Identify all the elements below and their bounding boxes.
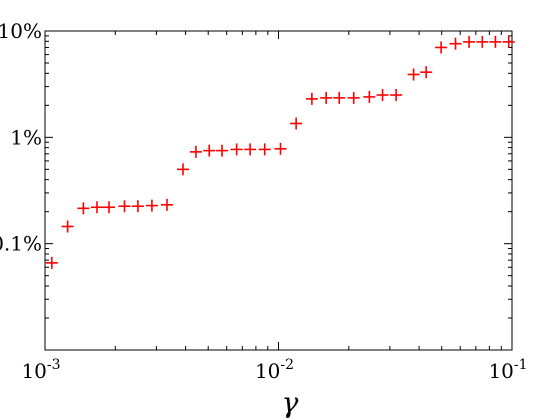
data-point (103, 201, 116, 214)
data-point (230, 143, 243, 156)
data-point (258, 143, 271, 156)
data-point (61, 220, 74, 233)
data-point (502, 35, 515, 48)
data-point (449, 37, 462, 50)
data-point (376, 89, 389, 102)
data-point (203, 144, 216, 157)
x-tick-label: 10-2 (255, 357, 294, 383)
data-point (290, 117, 303, 130)
y-tick-label: 1% (10, 125, 42, 149)
data-point (476, 35, 489, 48)
data-point (216, 144, 229, 157)
plot-frame (44, 30, 513, 351)
data-point (489, 35, 502, 48)
data-point (347, 91, 360, 104)
major-ticks (44, 30, 513, 350)
tick-labels: 10-3 10-2 10-1 0.1% 1% 10% (0, 19, 528, 383)
data-point (435, 41, 448, 54)
x-tick-label: 10-3 (21, 357, 60, 383)
data-point (363, 90, 376, 103)
x-axis-label: γ (282, 386, 299, 419)
data-point (177, 163, 190, 176)
data-point (118, 200, 131, 213)
minor-ticks (45, 31, 512, 350)
data-point (189, 145, 202, 158)
data-point (407, 68, 420, 81)
data-point (305, 92, 318, 105)
data-point (91, 201, 104, 214)
data-point (333, 91, 346, 104)
data-point (390, 89, 403, 102)
y-tick-label: 0.1% (0, 232, 42, 256)
data-point (45, 256, 58, 269)
data-point (160, 198, 173, 211)
data-point (463, 35, 476, 48)
data-point (420, 66, 433, 79)
data-point (274, 142, 287, 155)
data-point (77, 202, 90, 215)
data-point (145, 199, 158, 212)
data-points (45, 35, 515, 269)
data-point (320, 91, 333, 104)
data-point (131, 200, 144, 213)
y-tick-label: 10% (0, 19, 42, 43)
data-point (244, 143, 257, 156)
x-tick-label: 10-1 (488, 357, 527, 383)
